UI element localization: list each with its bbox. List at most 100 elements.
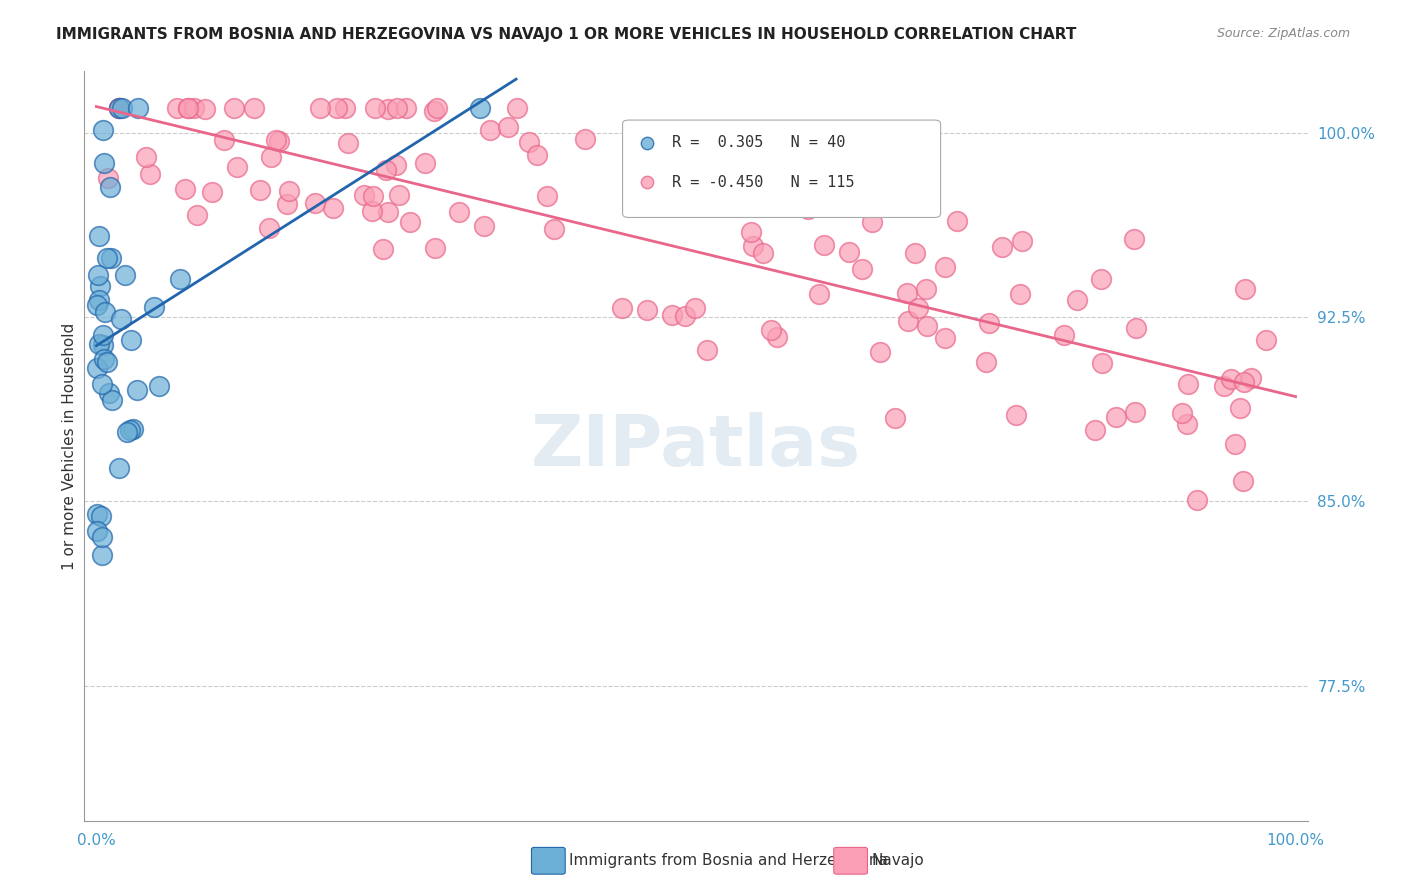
Point — [1123, 405, 1146, 419]
Point — [87, 337, 110, 351]
Point — [222, 101, 245, 115]
Point — [1066, 293, 1088, 307]
Point — [90, 509, 112, 524]
Point — [574, 132, 596, 146]
Point — [375, 163, 398, 178]
Point — [89, 279, 111, 293]
Point — [304, 196, 326, 211]
Point — [536, 188, 558, 202]
Point — [751, 246, 773, 260]
Point — [851, 261, 873, 276]
Point — [797, 202, 820, 217]
Point — [266, 133, 288, 147]
Point — [1229, 401, 1251, 416]
Point — [384, 158, 406, 172]
Point — [267, 134, 290, 148]
Point — [186, 208, 208, 222]
Point — [1254, 333, 1277, 347]
Point — [741, 238, 763, 252]
FancyBboxPatch shape — [623, 120, 941, 218]
Point — [93, 328, 115, 343]
Point — [1125, 321, 1147, 335]
FancyBboxPatch shape — [834, 847, 868, 874]
Point — [661, 309, 683, 323]
Point — [87, 293, 110, 307]
Point — [869, 345, 891, 359]
Point — [630, 159, 652, 173]
Point — [907, 301, 929, 315]
Text: R = -0.450   N = 115: R = -0.450 N = 115 — [672, 175, 853, 190]
Point — [1005, 408, 1028, 422]
Point — [201, 186, 224, 200]
Point — [519, 135, 541, 149]
Point — [98, 179, 121, 194]
Point — [1084, 424, 1107, 438]
Point — [125, 383, 148, 397]
Point — [385, 101, 408, 115]
Point — [860, 215, 883, 229]
Point — [259, 150, 281, 164]
Point — [107, 101, 129, 115]
Point — [108, 460, 131, 475]
Point — [143, 300, 166, 314]
Point — [807, 286, 830, 301]
Point — [371, 242, 394, 256]
Point — [991, 240, 1014, 254]
Point — [173, 182, 195, 196]
Point — [934, 260, 956, 275]
Point — [90, 548, 112, 562]
Point — [468, 101, 491, 115]
Point — [1170, 406, 1192, 420]
Point — [322, 202, 344, 216]
Point — [1185, 493, 1208, 508]
Point — [148, 379, 170, 393]
Point — [934, 331, 956, 345]
Point — [135, 150, 157, 164]
Point — [122, 421, 145, 435]
Point — [813, 238, 835, 252]
Point — [377, 205, 399, 219]
Point — [91, 530, 114, 544]
Point — [637, 489, 659, 503]
Text: R =  0.305   N = 40: R = 0.305 N = 40 — [672, 135, 845, 150]
Point — [94, 305, 117, 319]
Point — [449, 205, 471, 219]
Point — [388, 188, 411, 202]
Point — [363, 101, 385, 115]
Text: 0.0%: 0.0% — [77, 833, 115, 848]
Point — [946, 214, 969, 228]
Point — [1091, 356, 1114, 370]
Text: 100.0%: 100.0% — [1267, 833, 1324, 848]
Point — [86, 507, 108, 521]
Point — [101, 392, 124, 407]
Point — [1225, 437, 1247, 451]
Point — [276, 196, 298, 211]
Point — [979, 317, 1001, 331]
Point — [630, 165, 652, 179]
Point — [353, 187, 375, 202]
Point — [115, 425, 138, 439]
Point — [838, 244, 860, 259]
Point — [884, 410, 907, 425]
Point — [127, 101, 149, 115]
Point — [766, 330, 789, 344]
Point — [97, 171, 120, 186]
Point — [1104, 409, 1126, 424]
Point — [138, 167, 160, 181]
Y-axis label: 1 or more Vehicles in Household: 1 or more Vehicles in Household — [62, 322, 77, 570]
Point — [249, 182, 271, 196]
Point — [1122, 232, 1144, 246]
Point — [1234, 282, 1257, 296]
Point — [1220, 371, 1243, 385]
Point — [91, 338, 114, 352]
Point — [610, 301, 633, 315]
Text: Source: ZipAtlas.com: Source: ZipAtlas.com — [1216, 27, 1350, 40]
Point — [111, 101, 134, 115]
Point — [377, 103, 399, 117]
Point — [1233, 375, 1256, 389]
Point — [413, 156, 436, 170]
Point — [91, 377, 114, 392]
Point — [740, 225, 762, 239]
Point — [100, 251, 122, 265]
Point — [96, 355, 118, 369]
